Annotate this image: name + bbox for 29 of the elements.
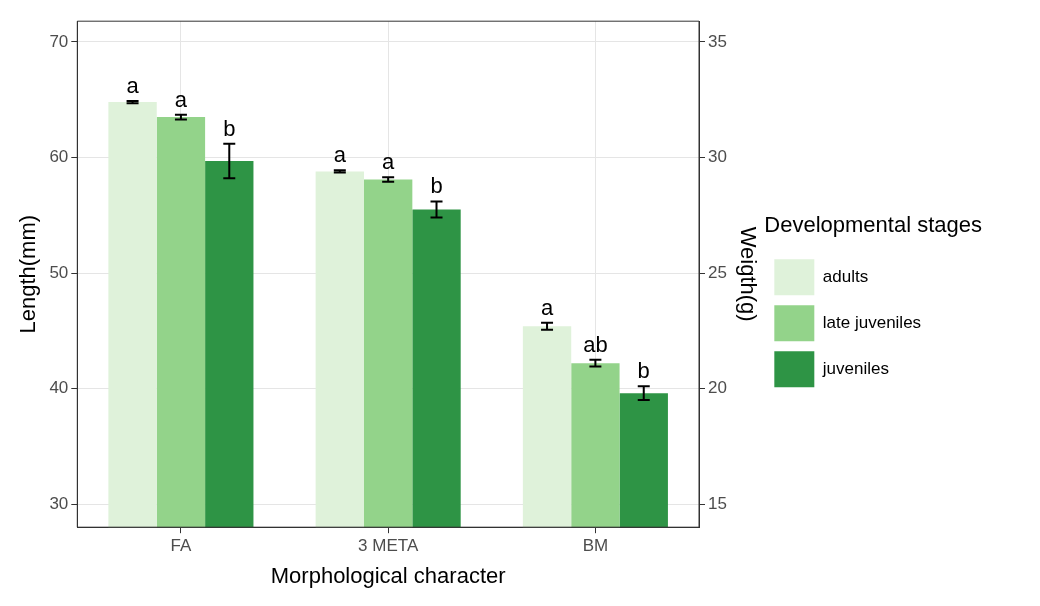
data-label: b bbox=[637, 358, 650, 384]
legend-label: late juveniles bbox=[822, 312, 922, 332]
y2-tick-label: 35 bbox=[708, 31, 727, 51]
y2-tick-label: 15 bbox=[708, 493, 727, 513]
data-label: b bbox=[430, 173, 443, 199]
x-tick-label: 3 META bbox=[358, 536, 419, 556]
y-tick-label: 30 bbox=[49, 493, 69, 513]
legend-label: juveniles bbox=[821, 358, 889, 378]
y-axis-title: Length(mm) bbox=[15, 214, 41, 334]
y-tick-label: 70 bbox=[49, 31, 69, 51]
x-tick-label: FA bbox=[170, 536, 192, 556]
y-tick-label: 40 bbox=[49, 378, 69, 398]
y-tick-label: 50 bbox=[49, 262, 69, 282]
x-tick-label: BM bbox=[582, 536, 609, 556]
data-label: a bbox=[382, 149, 396, 175]
data-label: ab bbox=[583, 331, 608, 357]
data-label: a bbox=[126, 72, 140, 98]
data-label: a bbox=[174, 86, 188, 112]
data-label: a bbox=[540, 294, 554, 320]
y2-tick-label: 25 bbox=[708, 262, 727, 282]
legend-label: adults bbox=[822, 266, 869, 286]
legend-title: Developmental stages bbox=[764, 211, 983, 237]
y2-axis-title: Weigth(g) bbox=[736, 226, 762, 322]
x-axis-title: Morphological character bbox=[270, 562, 506, 588]
data-label: a bbox=[333, 142, 347, 168]
y2-tick-label: 20 bbox=[708, 378, 727, 398]
y-tick-label: 60 bbox=[49, 147, 69, 167]
data-label: b bbox=[223, 115, 236, 141]
y2-tick-label: 30 bbox=[708, 147, 727, 167]
